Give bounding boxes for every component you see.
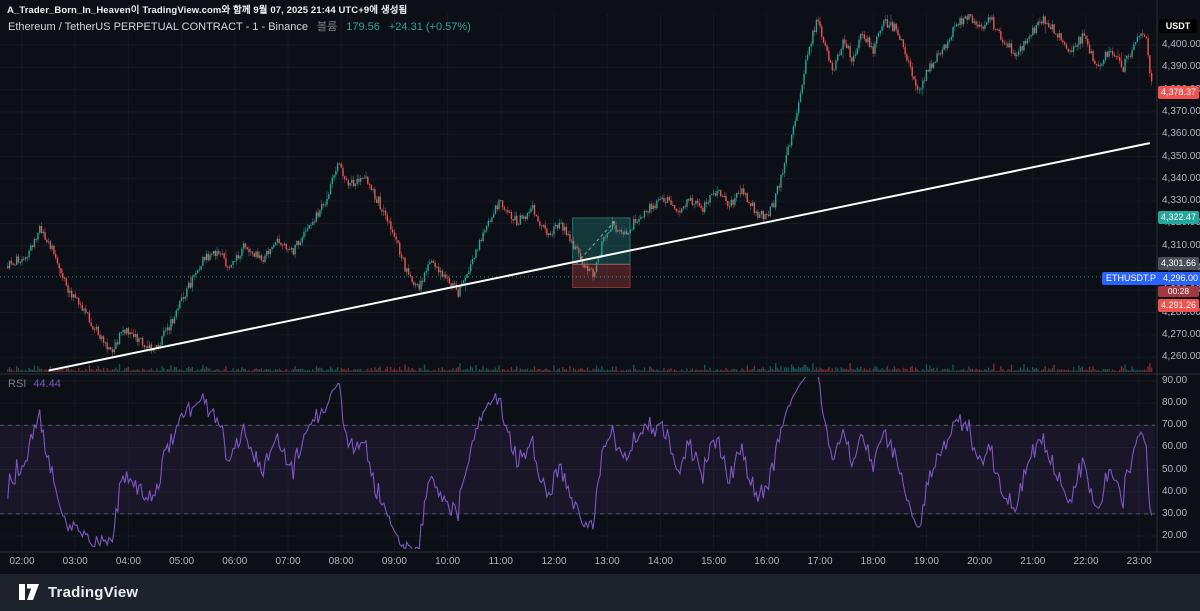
rsi-tick-label: 80.00 bbox=[1162, 397, 1188, 409]
time-tick-label: 11:00 bbox=[488, 556, 513, 567]
price-tick-label: 4,280.00 bbox=[1162, 306, 1200, 318]
time-tick-label: 07:00 bbox=[275, 556, 301, 567]
candlestick-series bbox=[7, 14, 1153, 357]
time-tick-label: 22:00 bbox=[1073, 556, 1099, 567]
rsi-tick-label: 20.00 bbox=[1162, 529, 1188, 541]
rsi-scale[interactable]: 90.00 80.00 70.00 60.00 50.00 40.00 30.00 20.00 bbox=[1162, 0, 1200, 552]
bar-countdown-badge: 00:28 bbox=[1158, 286, 1199, 298]
price-tick-label: 4,370.00 bbox=[1162, 105, 1200, 117]
rsi-tick-label: 50.00 bbox=[1162, 463, 1188, 475]
stop-price-badge[interactable]: 4,291.26 bbox=[1158, 299, 1199, 313]
time-tick-label: 09:00 bbox=[381, 556, 407, 567]
time-tick-label: 10:00 bbox=[435, 556, 461, 567]
price-tick-label: 4,260.00 bbox=[1162, 351, 1200, 363]
target-price-badge[interactable]: 4,322.47 bbox=[1158, 210, 1199, 224]
tradingview-logo-link[interactable]: TradingView bbox=[18, 584, 138, 601]
time-scale[interactable]: 02:00 03:00 04:00 05:00 06:00 07:00 08:00 09:00… bbox=[0, 556, 1200, 570]
price-tick-label: 4,310.00 bbox=[1162, 239, 1200, 251]
rsi-band bbox=[0, 425, 1155, 514]
rsi-tick-label: 90.00 bbox=[1162, 375, 1188, 386]
time-tick-label: 18:00 bbox=[860, 556, 886, 567]
price-tick-label: 4,390.00 bbox=[1162, 61, 1200, 73]
rsi-tick-label: 60.00 bbox=[1162, 441, 1188, 453]
last-price-badge[interactable]: 4,378.37 bbox=[1158, 86, 1199, 100]
symbol-price-value: 4,296.00 bbox=[1162, 273, 1198, 284]
time-tick-label: 03:00 bbox=[62, 556, 88, 567]
price-tick-label: 4,340.00 bbox=[1162, 172, 1200, 184]
time-tick-label: 23:00 bbox=[1126, 556, 1152, 567]
price-tick-label: 4,270.00 bbox=[1162, 328, 1200, 340]
rsi-tick-label: 70.00 bbox=[1162, 419, 1188, 431]
tradingview-logo-icon bbox=[19, 584, 39, 600]
time-tick-label: 13:00 bbox=[594, 556, 620, 567]
time-tick-label: 19:00 bbox=[913, 556, 939, 567]
price-tick-label: 4,400.00 bbox=[1162, 39, 1200, 50]
symbol-name-label: ETHUSDT.P bbox=[1106, 273, 1157, 284]
rsi-line[interactable] bbox=[7, 372, 1153, 552]
time-tick-label: 16:00 bbox=[754, 556, 780, 567]
symbol-price-badge[interactable]: ETHUSDT.P 4,296.00 bbox=[1102, 272, 1200, 286]
rsi-value: 44.44 bbox=[33, 378, 61, 390]
price-tick-label: 4,330.00 bbox=[1162, 195, 1200, 207]
time-tick-label: 15:00 bbox=[701, 556, 727, 567]
time-tick-label: 06:00 bbox=[222, 556, 248, 567]
volume-value: 179.56 bbox=[346, 21, 380, 33]
rsi-legend: RSI 44.44 bbox=[8, 378, 61, 390]
time-tick-label: 21:00 bbox=[1020, 556, 1046, 567]
trend-line[interactable] bbox=[48, 142, 1151, 372]
time-tick-label: 20:00 bbox=[967, 556, 993, 567]
time-tick-label: 04:00 bbox=[115, 556, 141, 567]
chart-legend: Ethereum / TetherUS PERPETUAL CONTRACT -… bbox=[8, 18, 471, 34]
entry-price-badge[interactable]: 4,301.66 bbox=[1158, 257, 1199, 271]
position-stop-zone[interactable] bbox=[572, 263, 631, 288]
time-tick-label: 17:00 bbox=[807, 556, 833, 567]
volume-label[interactable]: 볼륨 bbox=[316, 21, 338, 33]
rsi-label[interactable]: RSI bbox=[8, 378, 27, 390]
rsi-tick-label: 40.00 bbox=[1162, 485, 1188, 497]
volume-series bbox=[7, 363, 1153, 372]
price-tick-label: 4,360.00 bbox=[1162, 128, 1200, 140]
price-change: +24.31 (+0.57%) bbox=[388, 21, 471, 33]
tradingview-wordmark: TradingView bbox=[48, 584, 139, 601]
time-tick-label: 02:00 bbox=[9, 556, 35, 567]
time-tick-label: 14:00 bbox=[647, 556, 673, 567]
rsi-tick-label: 30.00 bbox=[1162, 507, 1188, 519]
currency-toggle-button[interactable]: USDT bbox=[1159, 19, 1197, 33]
attribution-text: A_Trader_Born_In_Heaven이 TradingView.com… bbox=[7, 5, 408, 16]
time-tick-label: 12:00 bbox=[541, 556, 567, 567]
time-tick-label: 08:00 bbox=[328, 556, 354, 567]
symbol-title[interactable]: Ethereum / TetherUS PERPETUAL CONTRACT -… bbox=[8, 21, 308, 33]
time-tick-label: 05:00 bbox=[169, 556, 195, 567]
footer-bar: TradingView bbox=[0, 574, 1200, 611]
price-tick-label: 4,350.00 bbox=[1162, 150, 1200, 162]
